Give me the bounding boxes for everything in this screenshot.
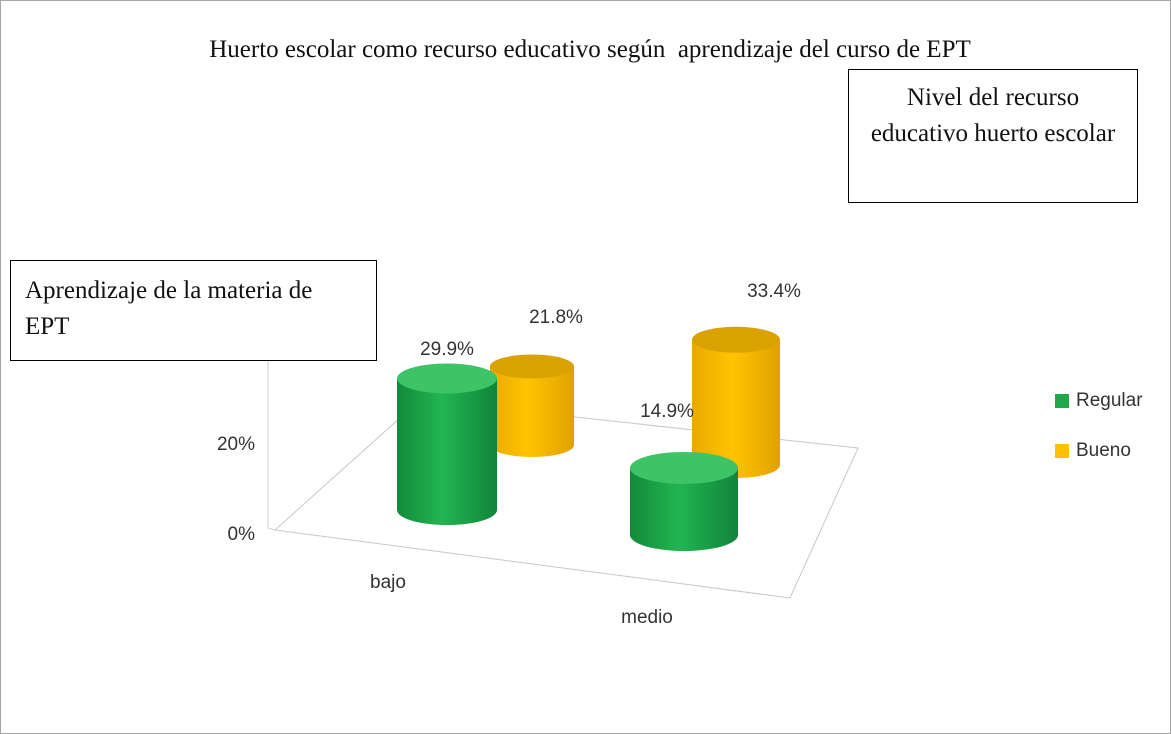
annotation-box: Nivel del recurso educativo huerto escol…	[848, 69, 1138, 203]
cylinder	[692, 326, 780, 478]
x-tick-label: medio	[621, 607, 673, 628]
cylinder-top	[630, 451, 738, 484]
y-tick-label: 20%	[217, 434, 255, 455]
cylinder	[397, 363, 497, 525]
value-label: 21.8%	[529, 307, 583, 328]
value-label: 29.9%	[420, 339, 474, 360]
back-wall	[267, 340, 276, 531]
cylinder-body	[630, 467, 738, 551]
cylinder-top	[692, 326, 780, 353]
chart-title: Huerto escolar como recurso educativo se…	[209, 36, 971, 63]
cylinder-body	[692, 339, 780, 478]
cylinder	[630, 451, 738, 551]
cylinder-body	[397, 378, 497, 525]
legend-label: Bueno	[1076, 440, 1131, 461]
cylinder	[490, 354, 574, 457]
legend-label: Regular	[1076, 390, 1143, 411]
annotation-box: Aprendizaje de la materia de EPT	[10, 260, 377, 361]
cylinder-body	[490, 366, 574, 457]
legend-swatch	[1055, 444, 1069, 458]
cylinder-top	[490, 354, 574, 379]
cylinder-top	[397, 363, 497, 394]
floor	[273, 399, 859, 599]
y-tick-label: 0%	[228, 524, 256, 545]
x-tick-label: bajo	[370, 572, 406, 593]
legend-swatch	[1055, 394, 1069, 408]
value-label: 33.4%	[747, 281, 801, 302]
value-label: 14.9%	[640, 401, 694, 422]
